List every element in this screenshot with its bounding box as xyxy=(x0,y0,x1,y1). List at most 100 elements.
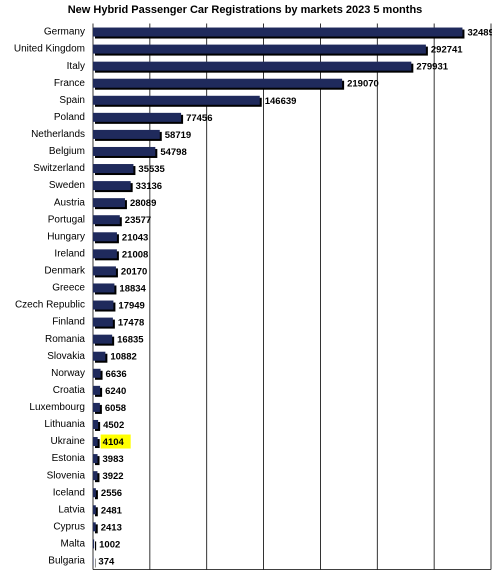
y-tick-label: Cyprus xyxy=(53,521,85,532)
bar xyxy=(93,27,463,37)
value-label: 16835 xyxy=(117,335,144,346)
value-label: 17478 xyxy=(118,318,144,329)
y-tick-label: Greece xyxy=(52,283,85,294)
y-tick-label: United Kingdom xyxy=(14,44,85,55)
value-label: 2556 xyxy=(101,488,122,499)
bar xyxy=(93,215,120,225)
bar xyxy=(93,351,106,361)
bar xyxy=(93,283,115,293)
y-tick-label: Austria xyxy=(54,197,86,208)
bar xyxy=(93,402,100,412)
y-tick-label: Sweden xyxy=(49,180,85,191)
value-label: 146639 xyxy=(265,96,297,107)
y-tick-label: Romania xyxy=(45,334,85,345)
value-label: 4502 xyxy=(103,420,124,431)
bar xyxy=(93,61,412,71)
bar xyxy=(93,249,117,259)
y-tick-label: France xyxy=(54,78,86,89)
bar xyxy=(93,112,182,122)
value-label: 6240 xyxy=(105,386,126,397)
bar xyxy=(93,505,96,515)
y-tick-label: Denmark xyxy=(44,266,86,277)
bar xyxy=(93,471,98,481)
value-label: 219070 xyxy=(347,79,379,90)
bar-shadow xyxy=(95,507,98,517)
y-tick-label: Norway xyxy=(51,368,85,379)
bar xyxy=(93,317,113,327)
y-tick-label: Lithuania xyxy=(44,419,85,430)
value-label: 54798 xyxy=(160,147,186,158)
value-label: 6636 xyxy=(106,369,127,380)
bar-shadow xyxy=(95,524,98,534)
value-label: 324894 xyxy=(467,28,492,39)
value-label: 2413 xyxy=(101,522,122,533)
y-tick-label: Luxembourg xyxy=(29,402,85,413)
bar-shadow xyxy=(95,490,98,500)
value-label: 3983 xyxy=(103,454,124,465)
bar xyxy=(93,198,125,208)
value-label: 279931 xyxy=(416,62,448,73)
bar xyxy=(93,300,114,310)
bar xyxy=(93,95,260,105)
bar xyxy=(93,437,98,447)
bar xyxy=(93,419,99,429)
value-label: 23577 xyxy=(125,215,151,226)
bar xyxy=(93,164,134,174)
bar xyxy=(93,334,113,344)
value-label: 2481 xyxy=(101,505,123,516)
y-tick-label: Estonia xyxy=(52,453,86,464)
y-tick-label: Belgium xyxy=(49,146,85,157)
bar xyxy=(93,539,95,549)
value-label: 28089 xyxy=(130,198,156,209)
value-label: 20170 xyxy=(121,266,147,277)
value-label: 292741 xyxy=(431,45,463,56)
value-label: 77456 xyxy=(186,113,212,124)
y-tick-label: Slovenia xyxy=(47,470,86,481)
bar xyxy=(93,181,131,191)
y-tick-label: Netherlands xyxy=(31,129,85,140)
y-tick-label: Switzerland xyxy=(33,163,85,174)
bar xyxy=(93,488,96,498)
value-label: 17949 xyxy=(118,301,144,312)
bar xyxy=(93,385,101,395)
y-tick-label: Portugal xyxy=(48,214,85,225)
bar-shadow xyxy=(95,541,97,551)
bar xyxy=(93,129,160,139)
y-tick-label: Germany xyxy=(44,27,85,38)
y-tick-label: Poland xyxy=(54,112,85,123)
value-label: 374 xyxy=(98,556,115,567)
y-tick-label: Iceland xyxy=(53,487,85,498)
bar xyxy=(93,146,156,156)
y-tick-label: Malta xyxy=(61,539,86,550)
y-tick-label: Slovakia xyxy=(47,351,85,362)
value-label: 10882 xyxy=(110,352,136,363)
y-tick-label: Latvia xyxy=(58,504,85,515)
bar xyxy=(93,522,96,532)
bar xyxy=(93,78,343,88)
y-tick-label: Czech Republic xyxy=(15,300,85,311)
y-tick-label: Hungary xyxy=(47,231,85,242)
value-label: 21043 xyxy=(122,232,148,243)
value-label: 21008 xyxy=(122,249,148,260)
value-label: 35535 xyxy=(138,164,165,175)
bar xyxy=(93,368,101,378)
value-label: 6058 xyxy=(105,403,126,414)
y-tick-label: Finland xyxy=(52,317,85,328)
y-tick-label: Italy xyxy=(67,61,85,72)
value-label: 33136 xyxy=(136,181,162,192)
y-tick-label: Bulgaria xyxy=(48,556,85,567)
y-tick-label: Spain xyxy=(59,95,85,106)
bar xyxy=(93,232,117,242)
value-label: 4104 xyxy=(103,437,125,448)
y-tick-label: Ireland xyxy=(54,248,85,259)
chart-title: New Hybrid Passenger Car Registrations b… xyxy=(68,4,423,16)
bar xyxy=(93,454,98,464)
highlight-box xyxy=(100,434,131,449)
value-label: 18834 xyxy=(119,283,146,294)
bar xyxy=(93,266,116,276)
y-tick-label: Ukraine xyxy=(51,436,86,447)
value-label: 3922 xyxy=(102,471,123,482)
value-label: 1002 xyxy=(99,539,120,550)
value-label: 58719 xyxy=(165,130,191,141)
